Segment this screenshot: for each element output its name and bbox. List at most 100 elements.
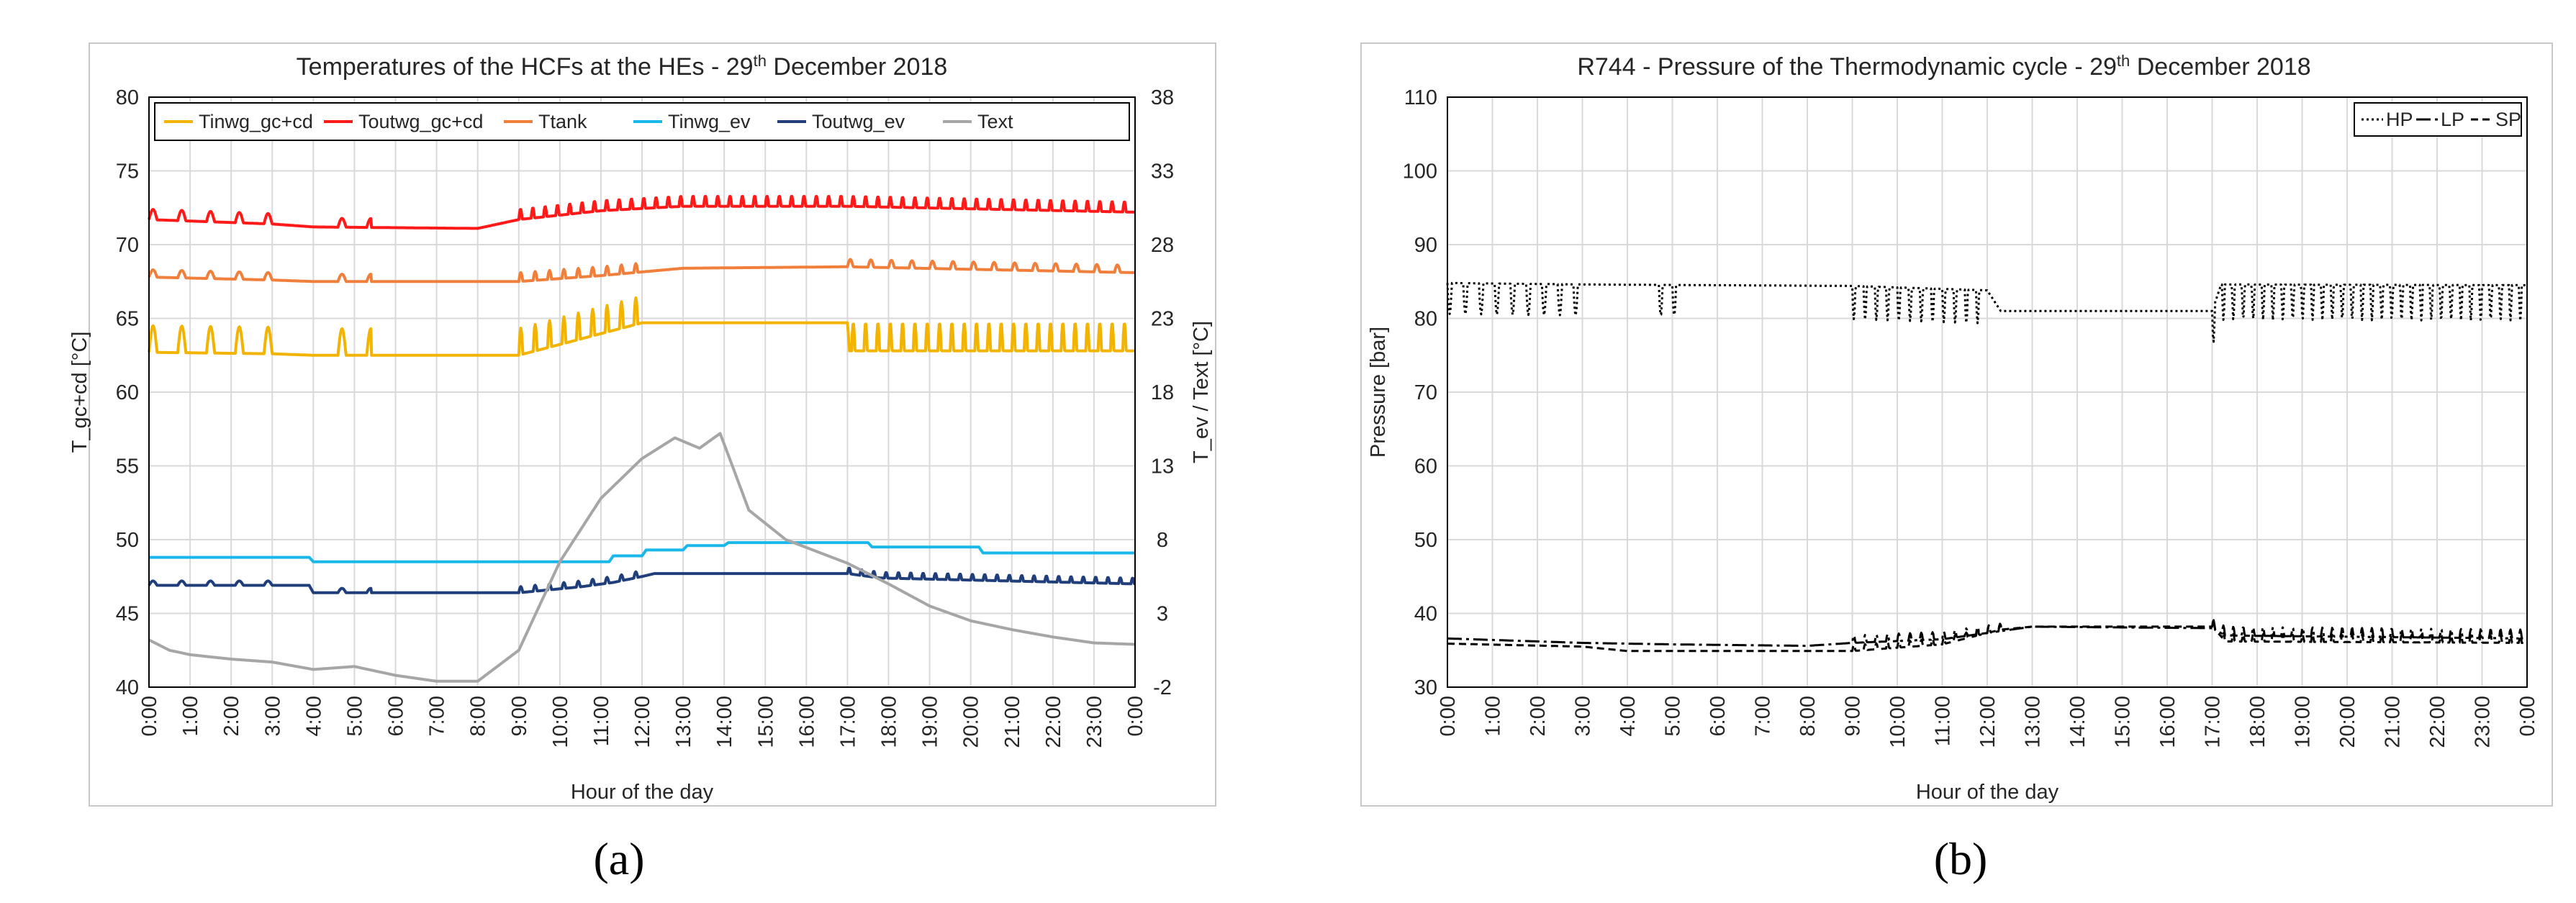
chart-a-gridlines (149, 97, 1135, 687)
chart-b-frame (1360, 42, 2553, 807)
chart-a: Temperatures of the HCFs at the HEs - 29… (68, 42, 1216, 807)
x-tick-label: 13:00 (2022, 696, 2045, 748)
y2-tick-label: 33 (1151, 160, 1174, 183)
x-tick-label: 6:00 (1707, 696, 1730, 736)
y-tick-label: 65 (116, 308, 139, 331)
chart-a-y-ticks: 40 45 50 55 60 65 70 75 80 (116, 86, 139, 699)
y-tick-label: 80 (1414, 308, 1437, 331)
x-tick-label: 20:00 (960, 696, 983, 748)
x-tick-label: 22:00 (2426, 696, 2449, 748)
x-tick-label: 0:00 (138, 696, 161, 736)
x-tick-label: 9:00 (1842, 696, 1865, 736)
y2-tick-label: 38 (1151, 86, 1174, 109)
x-tick-label: 2:00 (220, 696, 243, 736)
x-tick-label: 13:00 (672, 696, 695, 748)
x-tick-label: 22:00 (1042, 696, 1065, 748)
y-tick-label: 50 (116, 529, 139, 552)
y-tick-label: 45 (116, 603, 139, 626)
x-tick-label: 18:00 (878, 696, 901, 748)
series-line-sp (1447, 620, 2528, 653)
chart-b-y-ticks: 30 40 50 60 70 80 90 100 110 (1403, 86, 1437, 699)
series-line-text (148, 432, 1136, 683)
chart-b: R744 - Pressure of the Thermodynamic cyc… (1360, 42, 2553, 807)
panel-label-b: (b) (1934, 833, 1988, 884)
y-tick-label: 110 (1404, 86, 1437, 109)
series-line-toutwg-ev (148, 566, 1136, 594)
x-tick-label: 15:00 (2112, 696, 2135, 748)
x-tick-label: 17:00 (2202, 696, 2225, 748)
x-tick-label: 17:00 (836, 696, 859, 748)
x-tick-label: 15:00 (754, 696, 777, 748)
x-tick-label: 8:00 (467, 696, 490, 736)
x-tick-label: 19:00 (919, 696, 942, 748)
x-tick-label: 12:00 (631, 696, 654, 748)
x-tick-label: 7:00 (426, 696, 449, 736)
chart-a-y-axis-title: T_gc+cd [°C] (68, 332, 91, 453)
x-tick-label: 3:00 (261, 696, 284, 736)
x-tick-label: 11:00 (1932, 696, 1955, 746)
x-tick-label: 16:00 (2156, 696, 2179, 748)
chart-b-y-axis-title: Pressure [bar] (1367, 327, 1390, 458)
y-tick-label: 30 (1414, 676, 1437, 699)
y-tick-label: 40 (116, 676, 139, 699)
x-tick-label: 5:00 (343, 696, 366, 736)
x-tick-label: 9:00 (508, 696, 531, 736)
legend-label: Tinwg_gc+cd (199, 111, 313, 132)
legend-label: HP (2386, 109, 2413, 130)
y-tick-label: 90 (1414, 234, 1437, 257)
chart-a-y2-axis-title: T_ev / Text [°C] (1190, 321, 1213, 463)
x-tick-label: 1:00 (1482, 696, 1505, 736)
x-tick-label: 12:00 (1976, 696, 1999, 748)
y-tick-label: 55 (116, 455, 139, 478)
x-tick-label: 1:00 (179, 696, 202, 736)
x-tick-label: 19:00 (2292, 696, 2315, 748)
x-tick-label: 23:00 (1083, 696, 1106, 748)
series-line-tinwg-gc-cd (148, 296, 1136, 357)
legend-label: Toutwg_ev (812, 111, 905, 132)
x-tick-label: 16:00 (795, 696, 818, 748)
x-tick-label: 6:00 (385, 696, 408, 736)
y-tick-label: 75 (116, 160, 139, 183)
x-tick-label: 0:00 (1437, 696, 1460, 736)
y2-tick-label: 8 (1157, 529, 1168, 552)
x-tick-label: 20:00 (2336, 696, 2359, 748)
y-tick-label: 60 (116, 381, 139, 404)
chart-a-x-axis-title: Hour of the day (571, 781, 714, 804)
chart-a-x-ticks: 0:00 1:00 2:00 3:00 4:00 5:00 6:00 7:00 8:00 9:00… (138, 696, 1147, 748)
x-tick-label: 23:00 (2472, 696, 2495, 748)
y2-tick-label: 18 (1151, 381, 1174, 404)
legend-label: Toutwg_gc+cd (358, 111, 483, 132)
series-line-hp (1446, 281, 2528, 343)
y-tick-label: 70 (1414, 381, 1437, 404)
chart-b-gridlines (1447, 97, 2527, 687)
x-tick-label: 0:00 (2516, 696, 2539, 736)
x-tick-label: 4:00 (302, 696, 325, 736)
chart-b-title: R744 - Pressure of the Thermodynamic cyc… (1577, 52, 2310, 81)
x-tick-label: 4:00 (1617, 696, 1640, 736)
chart-b-x-axis-title: Hour of the day (1916, 781, 2059, 804)
y-tick-label: 40 (1414, 603, 1437, 626)
legend-label: SP (2495, 109, 2521, 130)
x-tick-label: 3:00 (1572, 696, 1595, 736)
legend-label: Text (977, 111, 1013, 132)
chart-b-plot-border (1447, 96, 2528, 688)
x-tick-label: 21:00 (1001, 696, 1024, 748)
y-tick-label: 70 (116, 234, 139, 257)
y2-tick-label: 23 (1151, 308, 1174, 331)
y2-tick-label: 28 (1151, 234, 1174, 257)
chart-a-title: Temperatures of the HCFs at the HEs - 29… (297, 52, 948, 81)
x-tick-label: 8:00 (1797, 696, 1820, 736)
x-tick-label: 0:00 (1124, 696, 1147, 736)
x-tick-label: 7:00 (1752, 696, 1775, 736)
panel-label-a: (a) (593, 833, 644, 884)
y-tick-label: 100 (1403, 160, 1437, 183)
x-tick-label: 5:00 (1662, 696, 1685, 736)
x-tick-label: 14:00 (713, 696, 736, 748)
y2-tick-label: -2 (1153, 676, 1172, 699)
series-line-toutwg-gc-cd (148, 195, 1136, 230)
legend-label: Tinwg_ev (668, 111, 751, 132)
series-line-tinwg-ev (148, 541, 1136, 563)
chart-a-plot-border (148, 96, 1136, 688)
